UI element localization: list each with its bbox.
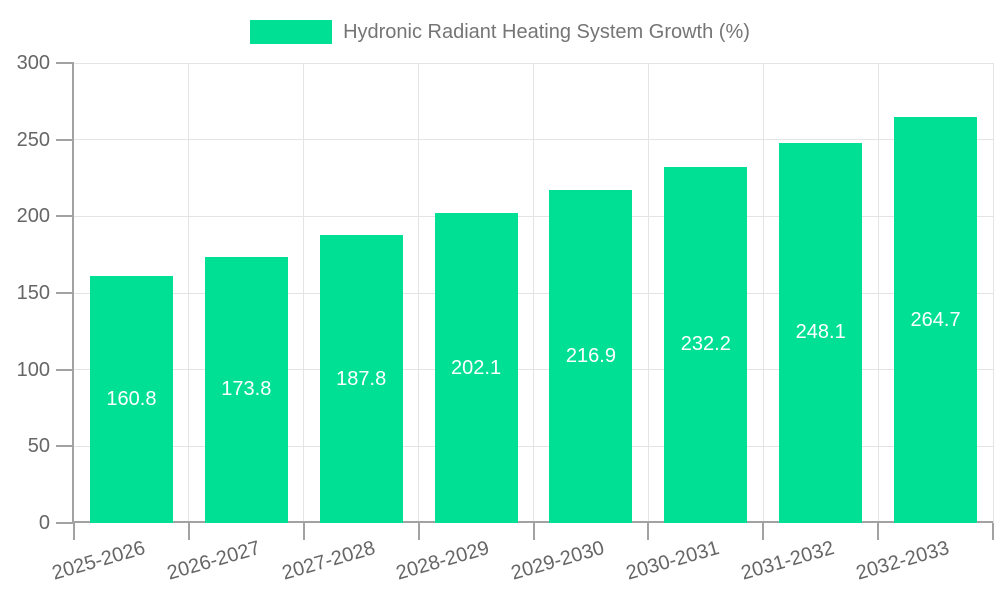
- gridline-vertical: [418, 63, 420, 523]
- x-axis-tick-label: 2032-2033: [853, 537, 952, 585]
- y-axis-tick: [56, 62, 74, 64]
- x-axis-tick-label: 2026-2027: [164, 537, 263, 585]
- y-axis-tick: [56, 138, 74, 141]
- y-axis-tick-label: 50: [27, 435, 50, 458]
- x-axis-tick: [187, 523, 190, 540]
- bar: 202.1: [434, 213, 518, 523]
- x-axis-tick: [877, 523, 880, 540]
- x-axis-tick: [73, 523, 75, 540]
- y-axis-tick-label: 300: [16, 52, 50, 74]
- x-axis-label-anchor: 2026-2027: [36, 537, 262, 585]
- y-axis-tick: [56, 445, 74, 448]
- y-axis-line: [72, 63, 74, 523]
- x-axis-line: [72, 521, 993, 523]
- bar: 173.8: [204, 256, 288, 523]
- bar: 160.8: [89, 276, 173, 523]
- y-axis-tick: [56, 522, 74, 524]
- x-axis-label-anchor: 2025-2026: [0, 537, 147, 585]
- gridline-vertical: [762, 63, 764, 523]
- y-axis-tick: [56, 292, 74, 294]
- y-axis-tick-label: 150: [16, 282, 50, 304]
- legend[interactable]: Hydronic Radiant Heating System Growth (…: [0, 20, 1000, 44]
- y-axis-tick-label: 200: [16, 205, 50, 228]
- y-axis-tick-label: 250: [16, 128, 50, 151]
- bar-value-label: 232.2: [680, 333, 731, 356]
- x-axis-tick-label: 2025-2026: [49, 537, 148, 585]
- x-axis-label-anchor: 2029-2030: [381, 537, 607, 585]
- x-axis-tick: [647, 523, 650, 540]
- bar: 216.9: [549, 190, 633, 523]
- legend-swatch: [250, 20, 333, 44]
- x-axis-tick: [417, 523, 420, 540]
- bar-value-label: 160.8: [106, 388, 157, 411]
- x-axis-tick: [992, 523, 994, 540]
- gridline-vertical: [303, 63, 305, 523]
- x-axis-label-anchor: 2027-2028: [151, 537, 377, 585]
- x-axis-tick: [532, 523, 535, 540]
- y-axis-tick: [56, 215, 74, 218]
- x-axis-label-anchor: 2031-2032: [611, 537, 837, 585]
- x-axis-tick-label: 2031-2032: [738, 537, 837, 585]
- x-axis-label-anchor: 2030-2031: [496, 537, 722, 585]
- gridline-vertical: [992, 63, 994, 523]
- bar: 232.2: [664, 166, 748, 523]
- bar-value-label: 173.8: [221, 378, 272, 401]
- gridline-vertical: [877, 63, 879, 523]
- legend-label: Hydronic Radiant Heating System Growth (…: [343, 20, 750, 43]
- bar: 187.8: [319, 235, 403, 523]
- x-axis-tick-label: 2029-2030: [508, 537, 608, 585]
- bar-value-label: 216.9: [565, 345, 616, 368]
- bar-value-label: 264.7: [910, 308, 961, 331]
- x-axis-tick-label: 2030-2031: [623, 537, 722, 585]
- x-axis-label-anchor: 2032-2033: [726, 537, 952, 585]
- bar-value-label: 187.8: [336, 367, 387, 390]
- gridline-vertical: [647, 63, 649, 523]
- y-axis-tick-label: 100: [16, 358, 50, 381]
- bar: 248.1: [779, 142, 863, 523]
- y-axis-tick: [56, 368, 74, 371]
- bar-value-label: 202.1: [451, 356, 502, 379]
- x-axis-tick-label: 2027-2028: [279, 537, 378, 585]
- bar-value-label: 248.1: [795, 321, 846, 344]
- x-axis-tick: [762, 523, 765, 540]
- x-axis-tick-label: 2028-2029: [394, 537, 493, 585]
- gridline-vertical: [533, 63, 534, 523]
- gridline-vertical: [188, 63, 190, 523]
- y-axis-tick-label: 0: [38, 512, 50, 534]
- x-axis-label-anchor: 2028-2029: [266, 537, 492, 585]
- x-axis-tick: [302, 523, 305, 540]
- bar: 264.7: [894, 117, 978, 523]
